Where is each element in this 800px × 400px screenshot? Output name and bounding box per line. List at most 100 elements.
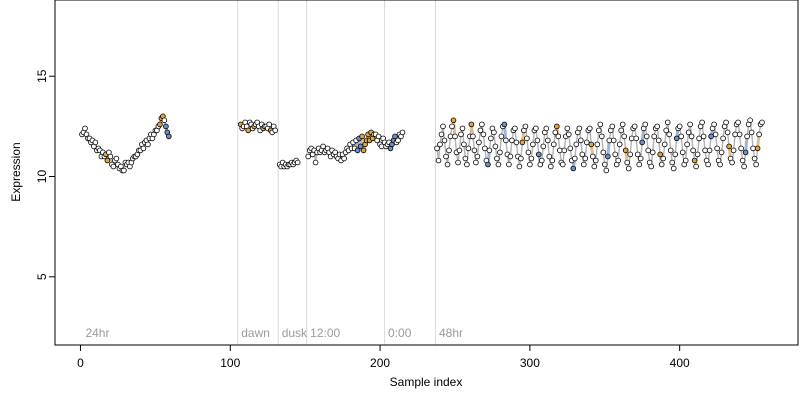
data-point-seg5-129 [627, 151, 633, 158]
data-point-seg5-197 [729, 159, 735, 166]
data-point-seg5-106 [592, 157, 599, 164]
data-point-seg2-23 [272, 127, 279, 134]
data-point-seg5-82 [556, 147, 563, 154]
data-point-seg5-178 [700, 133, 707, 140]
data-point-seg5-166 [682, 157, 689, 164]
data-point-seg5-7 [444, 161, 451, 168]
data-point-seg5-74 [544, 137, 551, 144]
data-point-seg5-164 [679, 149, 686, 156]
data-point-seg5-198 [730, 147, 737, 154]
data-point-seg1-41 [140, 145, 147, 152]
data-point-seg5-79 [552, 129, 559, 136]
data-point-seg5-123 [618, 127, 624, 134]
data-point-seg5-104 [589, 153, 596, 160]
data-point-seg5-157 [669, 159, 675, 166]
x-tick-label-2: 200 [370, 356, 390, 370]
data-point-seg4-36 [359, 133, 365, 140]
x-tick-label-3: 300 [520, 356, 540, 370]
data-point-seg5-183 [708, 133, 714, 140]
data-point-seg5-179 [702, 147, 708, 154]
data-point-seg5-177 [699, 119, 705, 126]
data-point-seg5-126 [622, 147, 629, 154]
data-point-seg5-66 [533, 125, 539, 132]
annotation-label-1: dawn [241, 326, 270, 340]
data-point-seg5-14 [455, 159, 461, 166]
data-point-seg4-10 [320, 143, 326, 150]
data-point-seg5-70 [538, 157, 545, 164]
data-point-seg5-42 [497, 149, 503, 156]
data-point-seg1-9 [92, 139, 99, 146]
data-point-seg5-8 [446, 147, 452, 154]
data-point-seg1-52 [157, 121, 163, 128]
data-point-seg5-64 [530, 141, 536, 148]
data-point-seg5-114 [604, 153, 611, 160]
data-point-seg5-87 [564, 125, 571, 132]
data-point-seg5-168 [685, 129, 692, 136]
data-point-seg5-215 [756, 131, 762, 138]
data-point-seg5-143 [648, 163, 654, 170]
data-point-seg5-151 [660, 155, 666, 162]
data-point-seg5-191 [720, 135, 726, 142]
data-point-seg5-25 [471, 147, 478, 154]
data-point-seg5-3 [438, 131, 445, 138]
annotation-label-0: 24hr [85, 326, 109, 340]
data-point-seg5-128 [625, 165, 632, 172]
data-point-seg5-167 [684, 141, 690, 148]
data-point-seg5-91 [570, 165, 577, 172]
data-point-seg5-38 [491, 129, 497, 136]
data-point-seg5-189 [717, 161, 723, 168]
data-point-seg5-181 [705, 161, 711, 168]
data-point-seg5-1 [435, 157, 442, 164]
data-point-seg5-153 [663, 127, 669, 134]
data-point-seg5-102 [586, 125, 593, 132]
data-point-seg5-55 [516, 163, 523, 170]
data-point-seg5-39 [492, 143, 499, 150]
data-point-seg5-73 [543, 125, 550, 132]
data-point-seg5-15 [456, 147, 463, 154]
data-point-seg5-171 [690, 147, 696, 154]
annotation-label-4: 0:00 [388, 326, 412, 340]
data-point-seg1-28 [121, 167, 127, 174]
data-point-seg5-173 [693, 163, 699, 170]
data-point-seg1-21 [110, 163, 117, 170]
divider-lines [237, 0, 436, 345]
data-point-seg5-149 [657, 151, 663, 158]
data-point-seg5-132 [631, 123, 638, 130]
data-point-seg5-80 [553, 123, 560, 130]
data-point-seg5-124 [619, 121, 626, 128]
data-point-seg5-60 [524, 135, 530, 142]
data-point-seg5-92 [571, 155, 578, 162]
data-point-seg5-185 [711, 121, 717, 128]
data-point-seg5-159 [672, 151, 678, 158]
data-point-seg5-48 [506, 161, 512, 168]
data-point-seg4-63 [399, 129, 406, 136]
data-point-seg1-17 [104, 157, 111, 164]
data-point-seg5-9 [447, 133, 454, 140]
data-point-seg5-175 [696, 135, 702, 142]
data-point-seg5-125 [621, 133, 627, 140]
data-point-seg4-24 [341, 155, 347, 162]
data-point-seg3-12 [294, 159, 301, 166]
data-point-seg5-117 [609, 123, 616, 130]
data-point-seg5-169 [687, 121, 693, 128]
data-point-seg5-145 [651, 133, 657, 140]
data-point-seg5-52 [512, 125, 518, 132]
data-point-seg5-103 [588, 141, 595, 148]
data-point-seg5-71 [540, 143, 547, 150]
data-point-seg5-213 [753, 161, 759, 168]
data-point-seg5-16 [458, 131, 464, 138]
data-point-seg5-141 [645, 147, 651, 154]
data-point-seg5-205 [741, 163, 747, 170]
data-point-seg5-57 [519, 139, 526, 146]
data-point-seg5-24 [470, 133, 476, 140]
data-point-seg1-23 [113, 155, 120, 162]
data-point-seg5-68 [535, 151, 542, 158]
data-point-seg5-45 [501, 121, 508, 128]
y-axis-label: Expression [9, 142, 23, 201]
data-point-seg1-19 [107, 153, 114, 160]
data-point-seg5-127 [624, 159, 630, 166]
data-point-seg5-35 [486, 147, 493, 154]
data-point-seg5-162 [676, 123, 683, 130]
data-point-seg5-152 [661, 141, 668, 148]
